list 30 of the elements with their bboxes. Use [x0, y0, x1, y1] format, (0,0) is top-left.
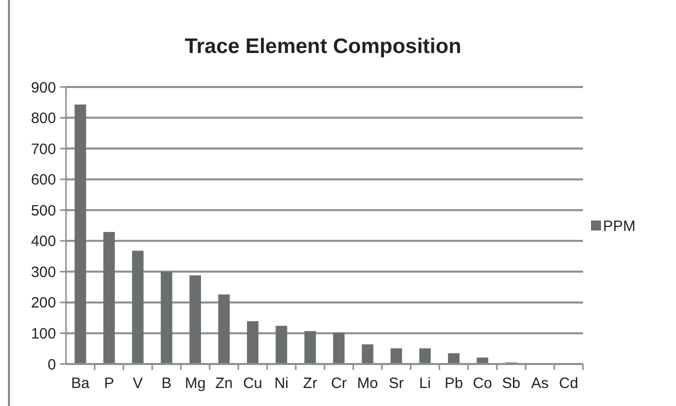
x-tick-label: Ni: [274, 375, 289, 392]
y-tick-label: 600: [30, 172, 56, 189]
y-tick-label: 700: [30, 140, 56, 158]
x-tick-label: B: [162, 375, 172, 392]
chart-title: Trace Element Composition: [184, 35, 462, 58]
x-tick-label: Cu: [243, 375, 262, 392]
x-tick-label: Mg: [184, 375, 206, 392]
x-tick-label: Ba: [71, 375, 90, 392]
legend-label: PPM: [603, 218, 636, 235]
x-tick-label: Co: [472, 375, 492, 392]
x-tick-label: Cr: [330, 375, 347, 392]
y-tick-label: 400: [30, 233, 56, 250]
x-tick-label: As: [531, 375, 549, 392]
y-tick-label: 500: [30, 202, 56, 220]
x-tick-label: Sr: [388, 375, 404, 392]
y-tick-label: 300: [30, 264, 56, 281]
x-tick-label: Pb: [444, 375, 463, 392]
y-tick-label: 200: [30, 294, 56, 312]
x-tick-label: Cd: [559, 375, 578, 392]
y-tick-label: 800: [30, 110, 56, 128]
x-tick-label: Li: [419, 375, 431, 392]
x-tick-label: Sb: [502, 375, 520, 392]
x-tick-label: Zn: [215, 375, 233, 392]
y-tick-label: 100: [30, 325, 56, 342]
y-tick-label: 0: [48, 356, 56, 374]
x-tick-label: Zr: [303, 375, 318, 392]
x-tick-label: V: [132, 375, 143, 392]
x-tick-label: Mo: [357, 375, 378, 392]
y-tick-label: 900: [30, 79, 56, 96]
x-tick-label: P: [104, 375, 114, 392]
